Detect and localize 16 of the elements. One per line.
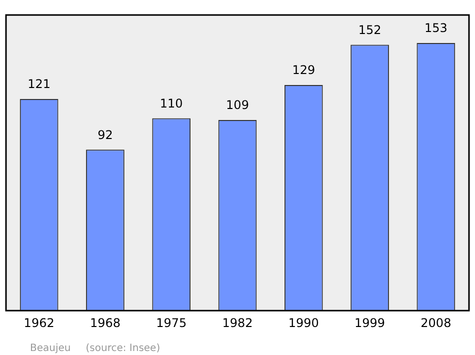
x-tick-label: 1982 xyxy=(222,316,253,330)
data-label: 121 xyxy=(28,77,51,92)
data-label: 129 xyxy=(292,63,316,78)
x-tick-label: 1962 xyxy=(24,316,54,330)
text: (source: Insee) xyxy=(86,343,160,354)
x-tick-label: 1999 xyxy=(354,316,386,330)
data-label: 92 xyxy=(98,128,113,142)
x-tick-label: 1990 xyxy=(288,316,319,330)
x-tick-label: 1968 xyxy=(90,316,120,330)
data-label: 152 xyxy=(358,22,382,37)
x-tick-label: 1975 xyxy=(156,316,187,330)
x-tick-label: 2008 xyxy=(420,316,452,330)
data-label: 109 xyxy=(226,98,249,112)
text: Beaujeu xyxy=(30,343,71,354)
data-label: 110 xyxy=(160,96,183,110)
data-label: 153 xyxy=(424,21,448,36)
